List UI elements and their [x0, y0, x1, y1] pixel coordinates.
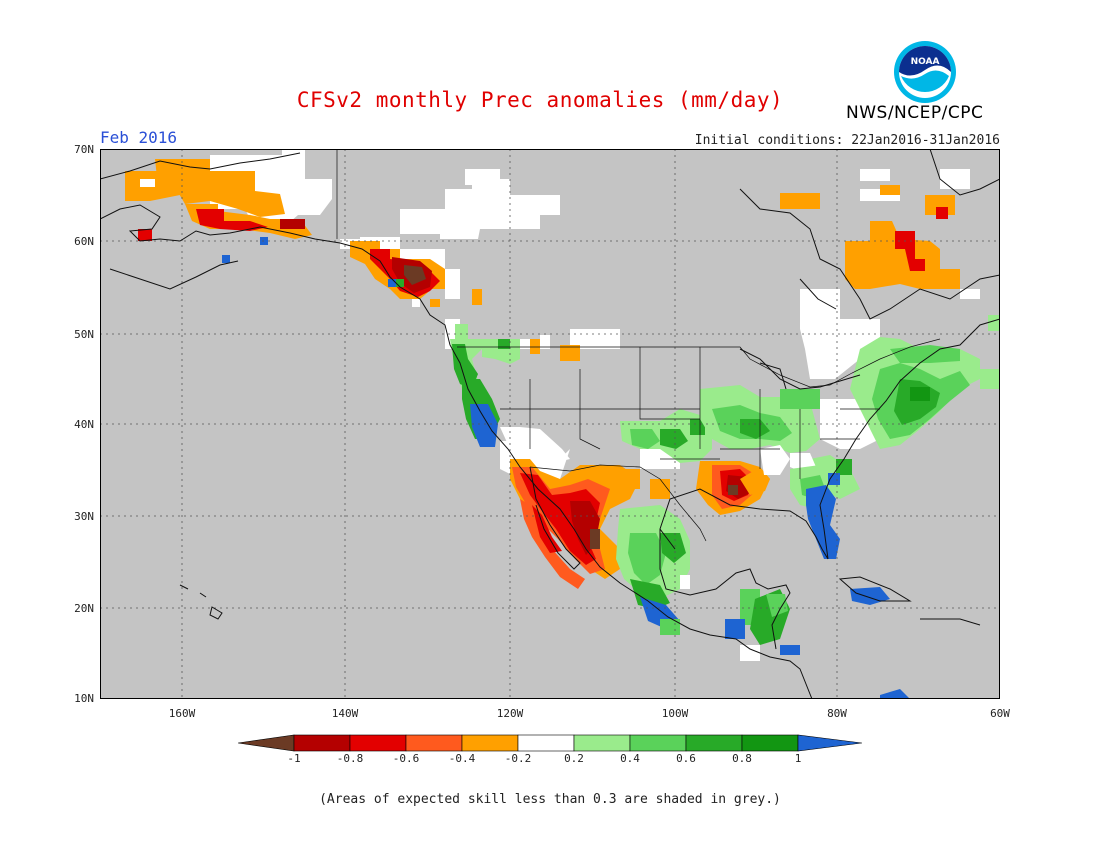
colorbar-segment — [405, 734, 463, 752]
coastlines — [100, 149, 1000, 699]
lon-label-100w: 100W — [661, 707, 689, 720]
anomaly-fields-bc — [350, 241, 482, 349]
anomaly-fields-mexico — [616, 505, 910, 699]
colorbar-tick-label: 0.4 — [620, 752, 640, 765]
anomaly-fields-south-central — [696, 445, 790, 515]
lat-label-70n: 70N — [74, 143, 94, 156]
colorbar-segment — [238, 734, 295, 752]
lon-label-60w: 60W — [990, 707, 1010, 720]
precip-anomaly-map — [100, 149, 1000, 699]
lon-label-140w: 140W — [331, 707, 359, 720]
colorbar-tick-label: 0.8 — [732, 752, 752, 765]
anomaly-fields-north — [125, 149, 360, 263]
lat-label-30n: 30N — [74, 510, 94, 523]
colorbar-segment — [573, 734, 631, 752]
graticule — [100, 149, 1000, 699]
colorbar-segment — [461, 734, 519, 752]
colorbar-segment — [349, 734, 407, 752]
colorbar-legend — [238, 734, 862, 752]
colorbar-tick-label: 0.6 — [676, 752, 696, 765]
lat-label-60n: 60N — [74, 235, 94, 248]
lat-label-20n: 20N — [74, 602, 94, 615]
colorbar-tick-label: 1 — [794, 752, 802, 765]
colorbar-segment — [797, 734, 862, 752]
lon-label-160w: 160W — [168, 707, 196, 720]
org-label: NWS/NCEP/CPC — [846, 103, 984, 123]
colorbar-tick-label: -0.4 — [448, 752, 476, 765]
colorbar-segment — [629, 734, 687, 752]
colorbar-segment — [741, 734, 799, 752]
colorbar-tick-label: -0.6 — [392, 752, 420, 765]
skill-footnote: (Areas of expected skill less than 0.3 a… — [319, 792, 781, 807]
lat-label-50n: 50N — [74, 328, 94, 341]
forecast-month: Feb 2016 — [100, 128, 178, 147]
lon-label-120w: 120W — [496, 707, 524, 720]
colorbar-tick-label: 0.2 — [564, 752, 584, 765]
noaa-logo-icon: NOAA — [894, 41, 956, 103]
lon-label-80w: 80W — [827, 707, 847, 720]
anomaly-fields-us-east — [620, 337, 1000, 499]
colorbar-segment — [293, 734, 351, 752]
colorbar-tick-label: -1 — [287, 752, 301, 765]
svg-text:NOAA: NOAA — [911, 57, 940, 67]
political-boundaries — [336, 149, 941, 542]
map-title: CFSv2 monthly Prec anomalies (mm/day) — [296, 88, 784, 112]
initial-conditions: Initial conditions: 22Jan2016-31Jan2016 — [694, 133, 1000, 148]
colorbar-tick-label: -0.8 — [336, 752, 364, 765]
colorbar-segment — [517, 734, 575, 752]
colorbar-segment — [685, 734, 743, 752]
colorbar-tick-label: -0.2 — [504, 752, 532, 765]
lat-label-40n: 40N — [74, 418, 94, 431]
lat-label-10n: 10N — [74, 692, 94, 705]
